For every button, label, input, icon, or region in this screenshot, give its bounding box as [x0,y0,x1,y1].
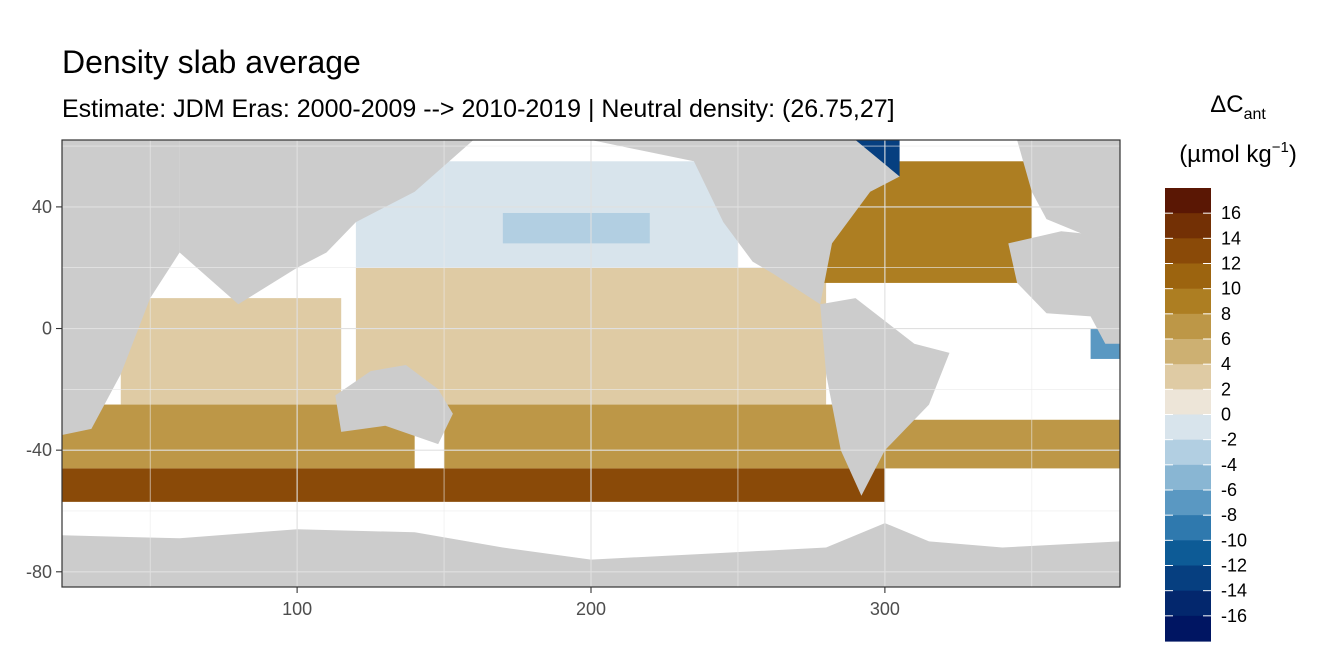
region-southern-ocean-band [62,468,885,502]
legend-units-sup: −1 [1272,139,1289,156]
legend-label: -14 [1221,581,1247,601]
legend-title-main: ΔC [1210,91,1243,118]
y-tick-label: 0 [42,319,52,339]
region-tropical-indian [120,298,342,405]
land-australia [335,365,453,445]
legend-label: -16 [1221,606,1247,626]
legend-swatch [1165,364,1211,390]
legend-label: 12 [1221,254,1241,274]
x-tick-label: 200 [576,599,606,619]
legend-swatch [1165,490,1211,516]
legend-label: -12 [1221,556,1247,576]
legend-swatch [1165,213,1211,239]
land-north-america [591,140,900,305]
legend-swatch [1165,339,1211,365]
data-regions [62,140,1120,502]
legend-swatch [1165,515,1211,541]
legend-label: -6 [1221,480,1237,500]
legend-units-close: ) [1289,141,1297,168]
legend-swatch [1165,389,1211,416]
legend-swatch [1165,188,1211,214]
land-eurasia [179,140,474,305]
legend-units-open: (µmol kg [1179,141,1272,168]
legend-label: -4 [1221,455,1237,475]
legend-label: -8 [1221,505,1237,525]
legend-label: 10 [1221,279,1241,299]
region-south-atlantic [870,419,1120,469]
legend-label: -2 [1221,430,1237,450]
legend-labels: 16 14 12 10 8 6 4 2 0 -2 -4 -6 -8 -10 -12 -14 -16 [1165,203,1247,626]
legend-title-sub: ant [1244,106,1267,123]
y-tick-label: -80 [26,562,52,582]
legend-label: 0 [1221,405,1231,425]
region-south-pacific [444,404,856,469]
legend-swatch [1165,263,1211,290]
legend-swatch [1165,288,1211,315]
legend-swatch [1165,439,1211,466]
land-masks [62,140,1120,587]
legend-swatch [1165,615,1211,642]
legend-swatch [1165,565,1211,592]
legend-title: ΔCant [1210,91,1266,123]
chart-title: Density slab average [62,44,361,80]
land-antarctica [62,523,1120,587]
land-europe [1017,140,1120,238]
x-tick-label: 100 [282,599,312,619]
grid-lines [62,140,1120,587]
legend-label: 2 [1221,379,1231,399]
legend-label: 4 [1221,354,1231,374]
color-legend: ΔCant (µmol kg−1) 16 14 12 10 8 6 4 2 0 -2 -4 -6 -8 -… [1165,91,1297,642]
y-tick-label: -40 [26,440,52,460]
legend-label: 8 [1221,304,1231,324]
legend-swatch [1165,540,1211,567]
chart-subtitle: Estimate: JDM Eras: 2000-2009 --> 2010-2… [62,95,895,123]
legend-label: 14 [1221,228,1241,248]
legend-swatch [1165,590,1211,617]
legend-label: 6 [1221,329,1231,349]
legend-label: -10 [1221,530,1247,550]
y-tick-label: 40 [32,197,52,217]
legend-units: (µmol kg−1) [1179,139,1297,168]
legend-swatch [1165,414,1211,441]
legend-swatch [1165,238,1211,265]
legend-colorbar [1165,188,1211,642]
legend-swatch [1165,313,1211,340]
land-west-africa [1008,231,1120,344]
region-north-pacific-gyre [502,212,650,244]
legend-label: 16 [1221,203,1241,223]
map-panel [61,139,1121,588]
legend-swatch [1165,464,1211,491]
x-tick-label: 300 [870,599,900,619]
